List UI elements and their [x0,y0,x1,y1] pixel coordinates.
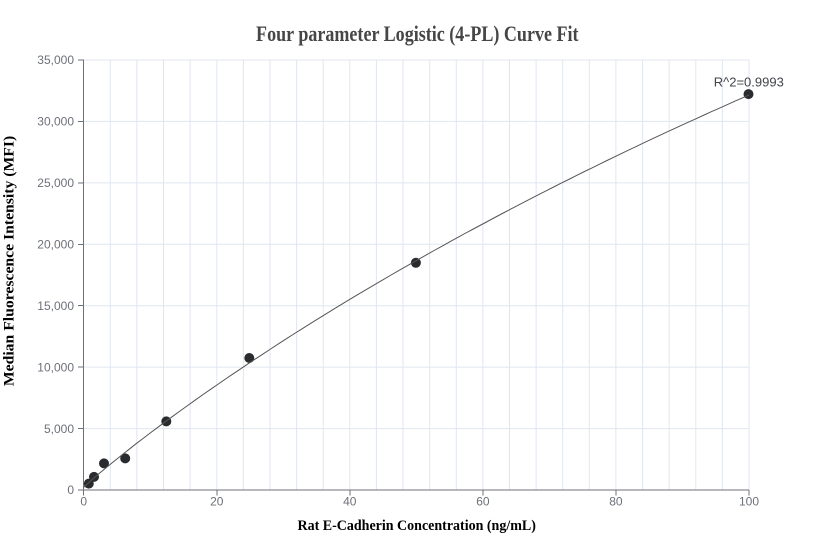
svg-text:0: 0 [67,483,74,497]
svg-text:R^2=0.9993: R^2=0.9993 [714,75,784,90]
svg-text:20: 20 [210,495,224,509]
svg-text:Rat E-Cadherin Concentration (: Rat E-Cadherin Concentration (ng/mL) [298,518,536,534]
svg-text:0: 0 [80,495,87,509]
svg-text:Median Fluorescence Intensity: Median Fluorescence Intensity (MFI) [2,136,18,386]
svg-text:80: 80 [609,495,623,509]
svg-text:25,000: 25,000 [37,176,74,190]
svg-text:15,000: 15,000 [37,299,74,313]
svg-text:10,000: 10,000 [37,360,74,374]
svg-text:30,000: 30,000 [37,115,74,129]
svg-text:35,000: 35,000 [37,53,74,67]
svg-text:40: 40 [343,495,357,509]
svg-text:5,000: 5,000 [44,422,74,436]
svg-text:Four parameter Logistic (4-PL): Four parameter Logistic (4-PL) Curve Fit [256,21,579,46]
svg-text:100: 100 [739,495,759,509]
svg-text:60: 60 [476,495,490,509]
svg-text:20,000: 20,000 [37,237,74,251]
